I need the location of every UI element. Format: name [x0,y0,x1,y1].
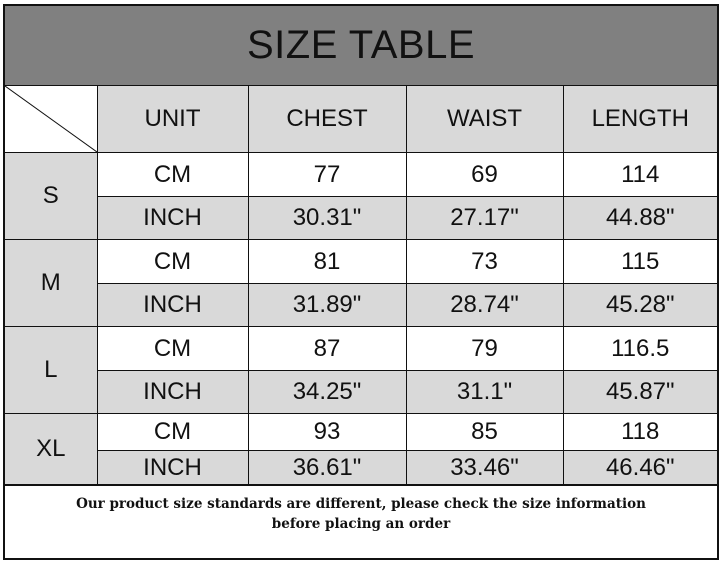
unit-cell: INCH [97,283,249,327]
length-cell: 44.88" [562,196,717,240]
waist-cell: 73 [405,239,564,284]
length-cell: 114 [562,152,717,197]
unit-cell: INCH [97,370,249,414]
waist-cell: 69 [405,152,564,197]
size-label: S [5,152,98,240]
unit-cell: INCH [97,450,249,485]
footer-line-2: before placing an order [271,516,451,532]
footer-line-1: Our product size standards are different… [76,496,646,512]
length-cell: 45.87" [562,370,717,414]
chest-cell: 93 [247,413,407,451]
table-row: INCH 36.61" 33.46" 46.46" [5,450,717,485]
diagonal-line [5,86,97,152]
unit-cell: CM [96,326,249,371]
length-cell: 118 [562,413,717,451]
size-label: M [5,239,98,327]
waist-cell: 33.46" [405,450,564,485]
waist-cell: 27.17" [405,196,564,240]
length-cell: 46.46" [562,450,717,485]
header-row: UNIT CHEST WAIST LENGTH [5,86,717,153]
header-chest: CHEST [247,86,407,153]
chest-cell: 81 [247,239,407,284]
table-row: XL CM 93 85 118 [5,413,717,485]
table-row: INCH 31.89" 28.74" 45.28" [5,283,717,327]
table-row: S CM 77 69 114 [5,152,717,240]
header-length: LENGTH [562,86,717,153]
table-row: INCH 30.31" 27.17" 44.88" [5,196,717,240]
waist-cell: 79 [405,326,564,371]
unit-cell: CM [96,413,249,451]
length-cell: 115 [562,239,717,284]
size-table: UNIT CHEST WAIST LENGTH S CM 77 69 114 INCH 30… [5,86,717,485]
table-row: L CM 87 79 116.5 [5,326,717,414]
chest-cell: 36.61" [247,450,407,485]
chest-cell: 87 [247,326,407,371]
size-table-container: SIZE TABLE UNIT CHEST WAIST LENGTH S CM 77… [3,4,719,560]
length-cell: 116.5 [562,326,717,371]
unit-cell: CM [96,152,249,197]
chest-cell: 30.31" [247,196,407,240]
chest-cell: 31.89" [247,283,407,327]
length-cell: 45.28" [562,283,717,327]
size-label: L [5,326,98,414]
header-unit: UNIT [96,86,249,153]
waist-cell: 85 [405,413,564,451]
waist-cell: 31.1" [405,370,564,414]
chest-cell: 77 [247,152,407,197]
chest-cell: 34.25" [247,370,407,414]
footer-note: Our product size standards are different… [5,485,717,555]
page-title: SIZE TABLE [5,6,717,86]
unit-cell: CM [96,239,249,284]
size-label: XL [5,413,98,485]
unit-cell: INCH [97,196,249,240]
corner-cell [5,86,98,153]
header-waist: WAIST [405,86,564,153]
table-row: M CM 81 73 115 [5,239,717,327]
waist-cell: 28.74" [405,283,564,327]
table-row: INCH 34.25" 31.1" 45.87" [5,370,717,414]
